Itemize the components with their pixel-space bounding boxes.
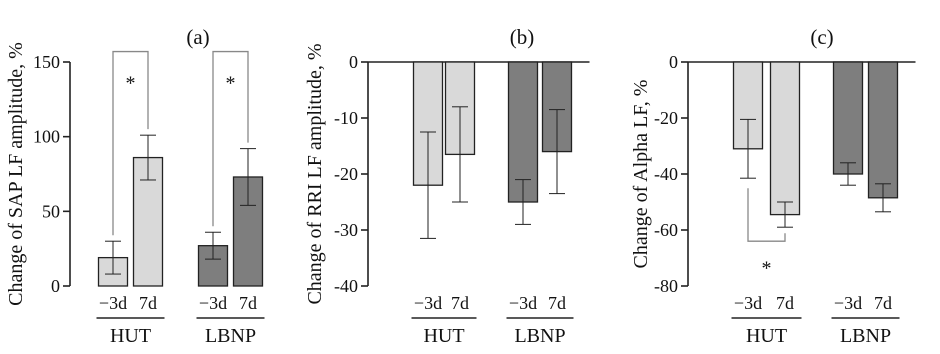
category-label: 7d — [139, 293, 157, 313]
significance-bracket — [747, 188, 786, 242]
y-tick-label: -30 — [334, 220, 358, 240]
group-label: HUT — [110, 325, 151, 347]
y-tick-label: 0 — [669, 52, 678, 72]
panel-title: (b) — [510, 25, 535, 49]
bar — [732, 61, 764, 150]
y-tick-label: -40 — [654, 164, 678, 184]
significance-marker: * — [762, 257, 772, 279]
category-label: 7d — [874, 293, 892, 313]
y-tick-label: -10 — [334, 108, 358, 128]
y-tick-label: -20 — [334, 164, 358, 184]
y-axis-label: Change of RRI LF amplitude, % — [304, 43, 326, 304]
y-tick-label: 150 — [33, 52, 60, 72]
chart-panel-3: (c) Change of Alpha LF, % 0 -20 -40 -60 -80 −3d… — [630, 25, 916, 347]
y-tick-label: 0 — [51, 276, 60, 296]
y-tick-label: -60 — [654, 220, 678, 240]
chart-panel-1: (a) Change of SAP LF amplitude, % 0 50 100 15… — [5, 25, 265, 347]
group-label: HUT — [746, 325, 787, 347]
group-label: LBNP — [840, 325, 891, 347]
y-axis-label: Change of SAP LF amplitude, % — [5, 42, 27, 306]
significance-bracket — [212, 50, 249, 227]
group-label: LBNP — [514, 325, 565, 347]
category-label: −3d — [834, 293, 862, 313]
bar — [769, 61, 801, 216]
group-label: LBNP — [205, 325, 256, 347]
y-tick-label: 50 — [42, 201, 60, 221]
y-tick-label: -40 — [334, 276, 358, 296]
bar — [832, 61, 864, 175]
category-label: −3d — [509, 293, 537, 313]
bar — [867, 61, 899, 199]
category-label: −3d — [414, 293, 442, 313]
category-label: 7d — [451, 293, 469, 313]
significance-bracket — [112, 50, 149, 236]
category-label: −3d — [734, 293, 762, 313]
group-label: HUT — [423, 325, 464, 347]
y-tick-label: -80 — [654, 276, 678, 296]
chart-panel-2: (b) Change of RRI LF amplitude, % 0 -10 -20 -… — [304, 25, 590, 347]
y-tick-label: -20 — [654, 108, 678, 128]
panel-title: (c) — [810, 25, 833, 49]
y-tick-label: 100 — [33, 127, 60, 147]
y-axis-label: Change of Alpha LF, % — [630, 80, 652, 269]
panel-title: (a) — [186, 25, 209, 49]
category-label: −3d — [99, 293, 127, 313]
y-tick-label: 0 — [349, 52, 358, 72]
significance-marker: * — [126, 72, 136, 94]
category-label: 7d — [239, 293, 257, 313]
category-label: 7d — [776, 293, 794, 313]
category-label: −3d — [199, 293, 227, 313]
significance-marker: * — [226, 72, 236, 94]
category-label: 7d — [548, 293, 566, 313]
